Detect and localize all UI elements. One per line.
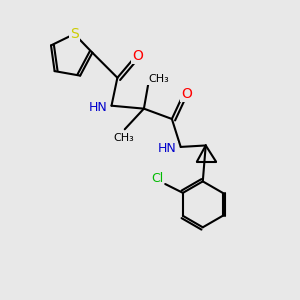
- Text: HN: HN: [158, 142, 177, 155]
- Text: S: S: [70, 27, 79, 41]
- Text: HN: HN: [89, 101, 108, 114]
- Text: CH₃: CH₃: [113, 133, 134, 142]
- Text: O: O: [181, 87, 192, 101]
- Text: CH₃: CH₃: [148, 74, 169, 84]
- Text: Cl: Cl: [151, 172, 163, 185]
- Text: O: O: [133, 49, 143, 63]
